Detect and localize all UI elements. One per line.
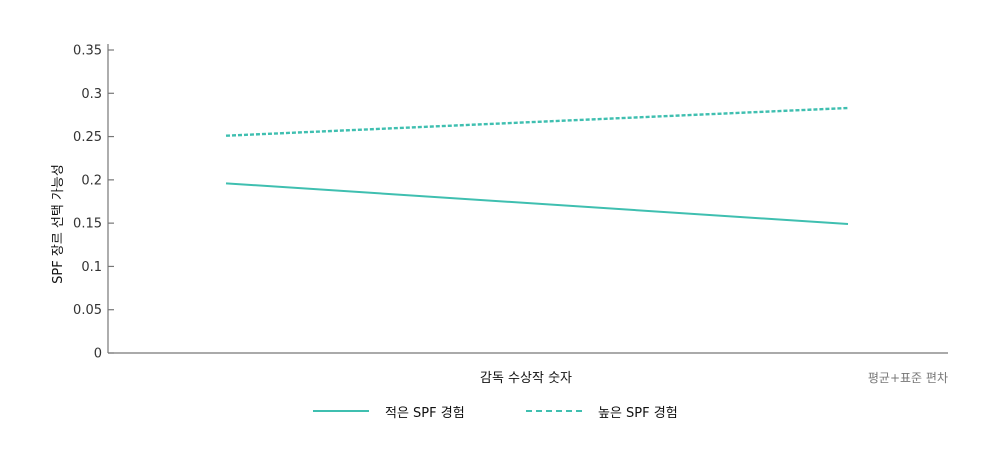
legend-item-high-spf: 높은 SPF 경험 xyxy=(526,396,678,426)
x-axis-end-label: 평균+표준 편차 xyxy=(868,371,948,385)
series-line-2 xyxy=(225,106,849,137)
series-layer xyxy=(225,106,849,226)
y-tick-label: 0.2 xyxy=(81,173,102,188)
y-axis: 0 0.05 0.1 0.15 0.2 0.25 0.3 0.35 xyxy=(73,44,114,362)
legend-item-low-spf: 적은 SPF 경험 xyxy=(313,396,465,426)
x-axis-title: 감독 수상작 숫자 xyxy=(480,371,572,386)
y-tick-label: 0.15 xyxy=(73,217,102,232)
y-tick-label: 0.3 xyxy=(81,87,102,102)
legend-swatch-dashed xyxy=(526,410,582,412)
legend-label: 높은 SPF 경험 xyxy=(598,405,678,421)
legend: 적은 SPF 경험 높은 SPF 경험 xyxy=(0,396,1000,426)
series-line-1 xyxy=(225,182,849,226)
y-axis-title: SPF 장르 선택 가능성 xyxy=(51,164,66,284)
y-tick-label: 0.05 xyxy=(73,303,102,318)
y-tick-label: 0 xyxy=(94,347,102,362)
y-tick-label: 0.35 xyxy=(73,44,102,59)
legend-swatch-solid xyxy=(313,410,369,412)
legend-label: 적은 SPF 경험 xyxy=(385,405,465,421)
y-tick-label: 0.25 xyxy=(73,130,102,145)
y-tick-label: 0.1 xyxy=(81,260,102,275)
